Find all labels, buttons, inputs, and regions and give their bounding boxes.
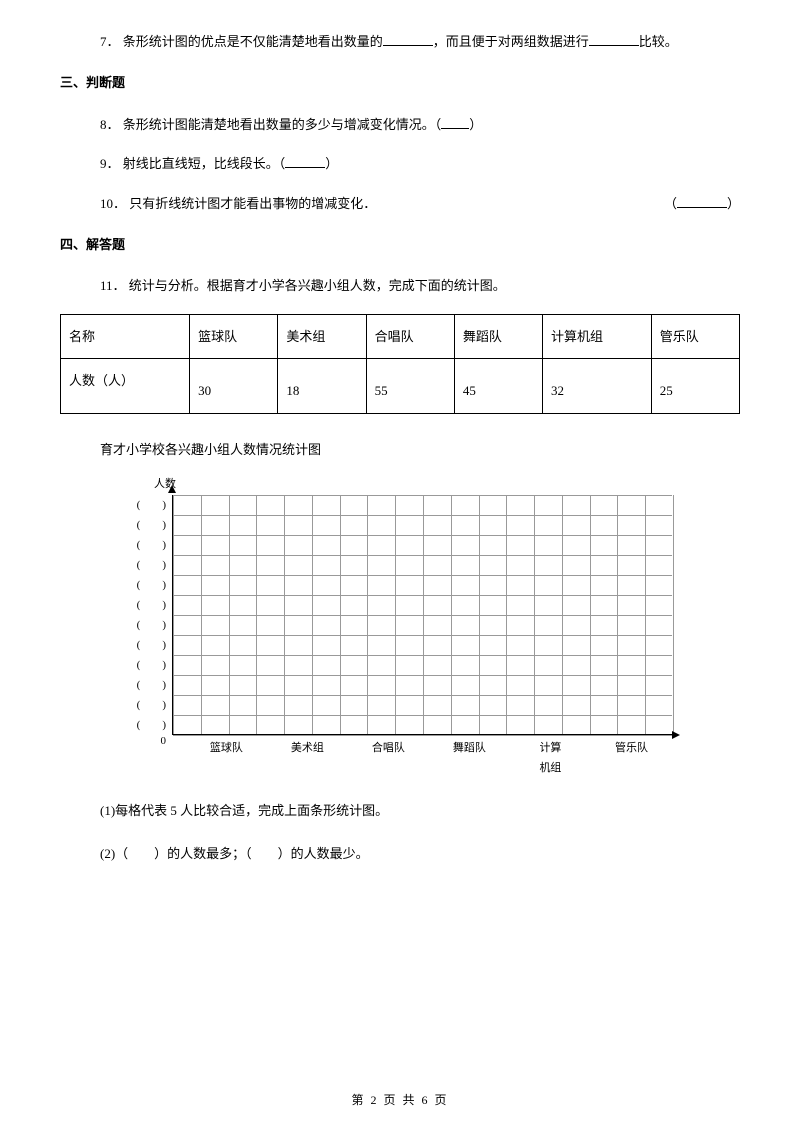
q7-num: 7． <box>100 34 120 49</box>
q9-t2: ） <box>325 156 338 171</box>
x-labels: 篮球队美术组合唱队舞蹈队计算 机组管乐队 <box>172 739 672 779</box>
y-ticks: ( )( )( )( )( )( )( )( )( )( )( )( )0 <box>130 495 170 751</box>
q11-num: 11． <box>100 278 126 293</box>
q10-open: （ <box>664 196 677 211</box>
y-tick-label: ( ) <box>130 495 170 515</box>
y-tick-label: ( ) <box>130 675 170 695</box>
grid-line-v <box>229 495 230 734</box>
td-val4: 45 <box>454 359 542 413</box>
q11-text: 统计与分析。根据育才小学各兴趣小组人数，完成下面的统计图。 <box>129 278 506 293</box>
section-4-heading: 四、解答题 <box>60 233 740 256</box>
grid-line-v <box>506 495 507 734</box>
grid-line-v <box>173 495 174 734</box>
y-tick-label: ( ) <box>130 515 170 535</box>
grid-line-v <box>256 495 257 734</box>
grid-line-v <box>367 495 368 734</box>
th-name: 名称 <box>61 314 190 358</box>
y-tick-label: ( ) <box>130 695 170 715</box>
td-val1: 30 <box>190 359 278 413</box>
q7-t3: 比较。 <box>639 34 678 49</box>
x-axis-label: 管乐队 <box>591 739 672 779</box>
x-axis-label: 计算 机组 <box>510 739 591 779</box>
y-tick-label: ( ) <box>130 595 170 615</box>
grid-line-v <box>590 495 591 734</box>
q10-t1: 只有折线统计图才能看出事物的增减变化． <box>129 196 376 211</box>
th-col2: 美术组 <box>278 314 366 358</box>
bar-chart-grid: 人数 ( )( )( )( )( )( )( )( )( )( )( )( )0… <box>130 479 690 779</box>
th-col4: 舞蹈队 <box>454 314 542 358</box>
x-axis-label: 美术组 <box>267 739 348 779</box>
grid-line-v <box>673 495 674 734</box>
q7-blank1[interactable] <box>383 32 433 46</box>
grid-line-h <box>173 735 672 736</box>
y-tick-label: ( ) <box>130 575 170 595</box>
grid-line-v <box>312 495 313 734</box>
q9-blank[interactable] <box>285 154 325 168</box>
y-tick-label: ( ) <box>130 655 170 675</box>
grid-line-v <box>340 495 341 734</box>
sub-question-2: (2)（ ）的人数最多；（ ）的人数最少。 <box>100 842 740 865</box>
th-col6: 管乐队 <box>651 314 739 358</box>
question-9: 9． 射线比直线短，比线段长。（ ） <box>60 152 740 175</box>
q7-t2: ，而且便于对两组数据进行 <box>433 34 589 49</box>
x-axis-label: 舞蹈队 <box>429 739 510 779</box>
x-axis-arrow-icon <box>672 731 680 739</box>
q10-close: ） <box>727 196 740 211</box>
question-8: 8． 条形统计图能清楚地看出数量的多少与增减变化情况。（ ） <box>60 113 740 136</box>
table-row-header: 名称 篮球队 美术组 合唱队 舞蹈队 计算机组 管乐队 <box>61 314 740 358</box>
th-col1: 篮球队 <box>190 314 278 358</box>
x-axis-label: 篮球队 <box>186 739 267 779</box>
q9-num: 9． <box>100 156 120 171</box>
td-head: 人数（人） <box>61 359 190 413</box>
page-footer: 第 2 页 共 6 页 <box>0 1090 800 1112</box>
grid-line-v <box>423 495 424 734</box>
question-10: 10． 只有折线统计图才能看出事物的增减变化． （） <box>60 192 740 215</box>
grid-line-v <box>645 495 646 734</box>
grid-line-v <box>617 495 618 734</box>
y-tick-zero: 0 <box>130 735 170 751</box>
y-tick-label: ( ) <box>130 615 170 635</box>
y-tick-label: ( ) <box>130 555 170 575</box>
q10-paren: （） <box>664 192 740 215</box>
td-val3: 55 <box>366 359 454 413</box>
q7-t1: 条形统计图的优点是不仅能清楚地看出数量的 <box>123 34 383 49</box>
sub-question-1: (1)每格代表 5 人比较合适，完成上面条形统计图。 <box>100 799 740 822</box>
chart-grid <box>172 495 672 735</box>
question-7: 7． 条形统计图的优点是不仅能清楚地看出数量的 ，而且便于对两组数据进行 比较。 <box>60 30 740 53</box>
q7-blank2[interactable] <box>589 32 639 46</box>
q9-t1: 射线比直线短，比线段长。（ <box>123 156 286 171</box>
x-axis-label: 合唱队 <box>348 739 429 779</box>
table-row-data: 人数（人） 30 18 55 45 32 25 <box>61 359 740 413</box>
grid-line-v <box>562 495 563 734</box>
y-tick-label: ( ) <box>130 635 170 655</box>
th-col3: 合唱队 <box>366 314 454 358</box>
y-axis-arrow-icon <box>168 485 176 493</box>
grid-line-v <box>284 495 285 734</box>
grid-line-v <box>201 495 202 734</box>
th-col5: 计算机组 <box>543 314 652 358</box>
y-tick-label: ( ) <box>130 535 170 555</box>
td-val5: 32 <box>543 359 652 413</box>
q10-num: 10． <box>100 196 126 211</box>
q8-t2: ） <box>469 117 482 132</box>
grid-line-v <box>451 495 452 734</box>
grid-line-v <box>395 495 396 734</box>
grid-line-v <box>534 495 535 734</box>
q10-blank[interactable] <box>677 194 727 208</box>
section-3-heading: 三、判断题 <box>60 71 740 94</box>
td-val6: 25 <box>651 359 739 413</box>
data-table: 名称 篮球队 美术组 合唱队 舞蹈队 计算机组 管乐队 人数（人） 30 18 … <box>60 314 740 414</box>
question-11: 11． 统计与分析。根据育才小学各兴趣小组人数，完成下面的统计图。 <box>60 274 740 297</box>
q8-num: 8． <box>100 117 120 132</box>
q8-t1: 条形统计图能清楚地看出数量的多少与增减变化情况。（ <box>123 117 442 132</box>
grid-line-v <box>479 495 480 734</box>
y-tick-label: ( ) <box>130 715 170 735</box>
td-val2: 18 <box>278 359 366 413</box>
q8-blank[interactable] <box>441 115 469 129</box>
chart-caption: 育才小学校各兴趣小组人数情况统计图 <box>100 438 740 461</box>
